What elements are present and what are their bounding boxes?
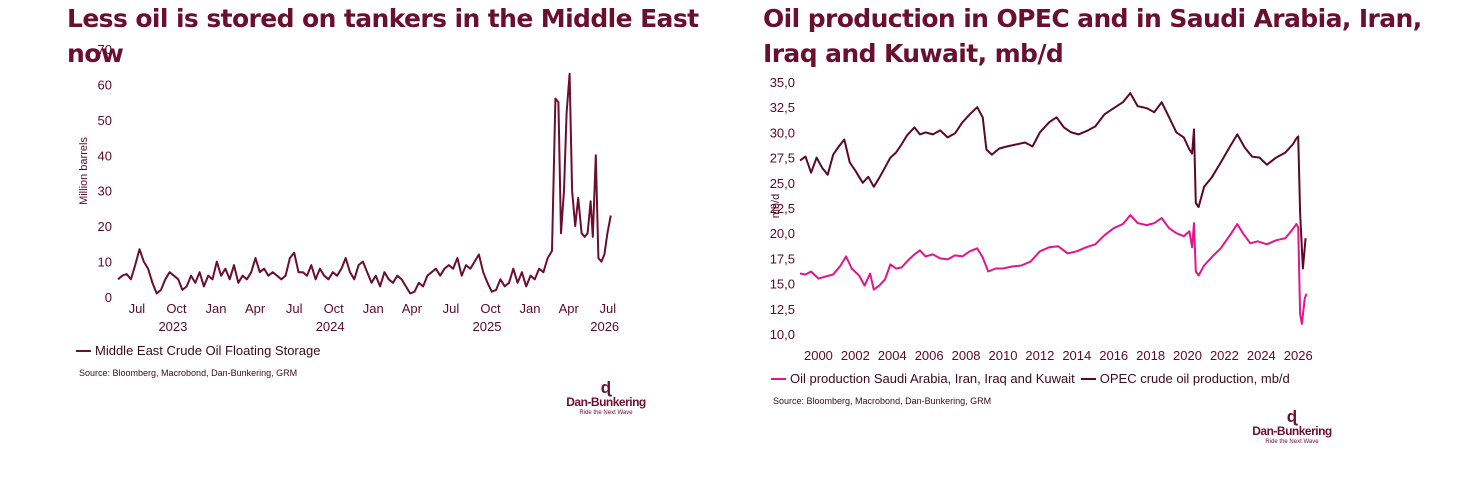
legend-label: Oil production Saudi Arabia, Iran, Iraq … (790, 371, 1075, 386)
y-tick-label: 30,0 (770, 125, 795, 140)
x-tick-label: 2002 (841, 348, 870, 363)
x-tick-label: 2016 (1099, 348, 1128, 363)
x-tick-label: Jan (205, 301, 226, 316)
legend-swatch (1080, 377, 1096, 380)
left-legend: Middle East Crude Oil Floating Storage (76, 343, 326, 358)
x-tick-label: 2006 (915, 348, 944, 363)
legend-label: Middle East Crude Oil Floating Storage (95, 343, 321, 358)
x-tick-label: 2022 (1210, 348, 1239, 363)
x-tick-label: 2026 (1284, 348, 1313, 363)
y-tick-label: 25,0 (770, 176, 795, 191)
y-tick-label: 17,5 (770, 251, 795, 266)
x-tick-label: Jan (520, 301, 541, 316)
left-source: Source: Bloomberg, Macrobond, Dan-Bunker… (79, 368, 298, 378)
y-tick-label: 40 (98, 148, 112, 163)
x-tick-label: Jul (129, 301, 146, 316)
x-year-label: 2023 (158, 319, 187, 334)
x-tick-label: Jan (363, 301, 384, 316)
right-chart-panel: Oil production in OPEC and in Saudi Arab… (738, 0, 1476, 482)
left-chart-title: Less oil is stored on tankers in the Mid… (67, 4, 699, 68)
legend-item-floating-storage: Middle East Crude Oil Floating Storage (76, 343, 320, 358)
logo-name: Dan-Bunkering (1252, 424, 1332, 438)
left-chart: 0 10 20 30 40 50 60 70 Million barrels Jul 2023 Oct… (78, 42, 619, 334)
y-tick-label: 30 (98, 184, 112, 199)
right-chart-title: Oil production in OPEC and in Saudi Arab… (763, 4, 1422, 68)
y-tick-label: 10,0 (770, 327, 795, 342)
series-line-floating-storage (117, 72, 612, 295)
y-tick-label: 20 (98, 219, 112, 234)
legend-item-saudi-iran-iraq-kuwait: Oil production Saudi Arabia, Iran, Iraq … (771, 371, 1075, 386)
legend-swatch (76, 349, 91, 352)
x-tick-label: Apr (559, 301, 580, 316)
left-logo: ɖ Dan-Bunkering Ride the Next Wave (561, 378, 651, 417)
x-tick-label: Oct (324, 301, 345, 316)
right-logo: ɖ Dan-Bunkering Ride the Next Wave (1247, 407, 1337, 446)
x-tick-label: Oct (480, 301, 501, 316)
y-axis-label: Million barrels (78, 137, 90, 205)
x-tick-label: 2008 (952, 348, 981, 363)
x-tick-label: Oct (166, 301, 187, 316)
x-year-label: 2024 (316, 319, 345, 334)
y-tick-label: 32,5 (770, 100, 795, 115)
x-tick-label: 2014 (1062, 348, 1091, 363)
x-tick-label: Jul (443, 301, 460, 316)
x-tick-label: 2020 (1173, 348, 1202, 363)
logo-mark-icon: ɖ (1286, 407, 1298, 426)
x-tick-label: 2000 (804, 348, 833, 363)
y-tick-label: 35,0 (770, 75, 795, 90)
legend-swatch (771, 377, 786, 380)
right-source: Source: Bloomberg, Macrobond, Dan-Bunker… (773, 396, 992, 406)
y-tick-label: 50 (98, 113, 112, 128)
x-tick-label: 2024 (1247, 348, 1276, 363)
y-tick-label: 20,0 (770, 226, 795, 241)
y-tick-label: 60 (98, 77, 112, 92)
x-tick-label: 2004 (878, 348, 907, 363)
logo-mark-icon: ɖ (600, 378, 612, 397)
series-line-opec (799, 92, 1307, 270)
x-tick-label: 2010 (989, 348, 1018, 363)
y-tick-label: 12,5 (770, 302, 795, 317)
y-tick-label: 0 (105, 290, 112, 305)
x-tick-label: Apr (402, 301, 423, 316)
x-year-label: 2025 (473, 319, 502, 334)
logo-tagline: Ride the Next Wave (579, 410, 633, 416)
x-tick-label: 2012 (1025, 348, 1054, 363)
y-tick-label: 10 (98, 255, 112, 270)
right-legend: Oil production Saudi Arabia, Iran, Iraq … (771, 371, 1296, 386)
left-chart-panel: Less oil is stored on tankers in the Mid… (0, 0, 730, 482)
x-tick-label: Jul (599, 301, 616, 316)
x-year-label: 2026 (590, 319, 619, 334)
y-tick-label: 27,5 (770, 151, 795, 166)
series-line-saudi-iran-iraq-kuwait (799, 214, 1308, 325)
legend-label: OPEC crude oil production, mb/d (1099, 371, 1290, 386)
y-tick-label: 15,0 (770, 277, 795, 292)
y-tick-label: 70 (98, 42, 112, 57)
y-tick-label: 22,5 (770, 201, 795, 216)
y-axis-label: mb/d (770, 194, 782, 218)
logo-tagline: Ride the Next Wave (1265, 439, 1319, 445)
x-tick-label: Jul (286, 301, 303, 316)
right-chart: 10,0 12,5 15,0 17,5 20,0 22,5 25,0 27,5 30,0 32,5… (770, 75, 1313, 363)
logo-name: Dan-Bunkering (566, 395, 646, 409)
legend-item-opec: OPEC crude oil production, mb/d (1080, 371, 1290, 386)
x-tick-label: Apr (245, 301, 266, 316)
x-tick-label: 2018 (1136, 348, 1165, 363)
